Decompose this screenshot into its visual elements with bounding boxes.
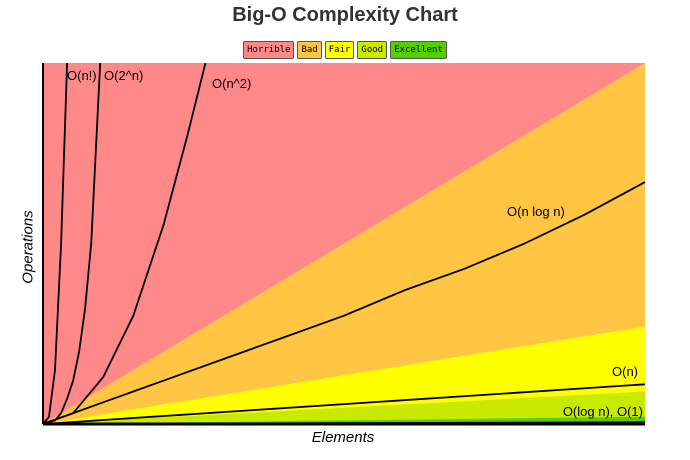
series-line-3 bbox=[42, 181, 646, 425]
y-axis-label: Operations bbox=[19, 210, 37, 284]
series-label-5: O(log n), O(1) bbox=[563, 404, 643, 419]
chart-title: Big-O Complexity Chart bbox=[232, 4, 458, 26]
zone-good bbox=[43, 391, 645, 424]
series-label-4: O(n) bbox=[612, 364, 638, 379]
series-label-0: O(n!) bbox=[67, 68, 97, 83]
legend-item-excellent: Excellent bbox=[390, 41, 447, 59]
zone-bad bbox=[43, 63, 645, 424]
series-label-2: O(n^2) bbox=[212, 76, 251, 91]
series-line-4 bbox=[42, 383, 646, 425]
legend-item-bad: Bad bbox=[297, 41, 322, 59]
legend: Horrible Bad Fair Good Excellent bbox=[0, 41, 690, 59]
series-label-1: O(2^n) bbox=[104, 68, 143, 83]
x-axis-label: Elements bbox=[311, 429, 375, 446]
legend-item-good: Good bbox=[357, 41, 388, 59]
legend-item-fair: Fair bbox=[324, 41, 355, 59]
series-line-0 bbox=[42, 62, 68, 425]
legend-item-horrible: Horrible bbox=[243, 41, 295, 59]
series-label-3: O(n log n) bbox=[507, 204, 565, 219]
series-line-5 bbox=[42, 421, 646, 425]
